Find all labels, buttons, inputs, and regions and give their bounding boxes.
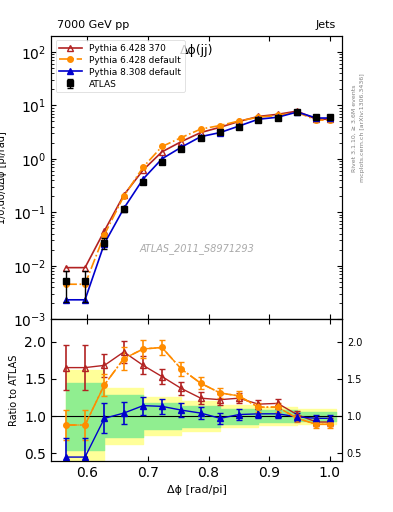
Pythia 6.428 370 xyxy=(275,111,280,117)
Pythia 6.428 370 xyxy=(314,116,319,122)
Pythia 8.308 default xyxy=(256,116,261,122)
Pythia 6.428 default xyxy=(198,126,203,132)
Pythia 6.428 default xyxy=(121,193,126,199)
Pythia 8.308 default xyxy=(237,123,241,129)
Pythia 6.428 370 xyxy=(295,108,299,114)
Line: Pythia 8.308 default: Pythia 8.308 default xyxy=(63,109,332,303)
Pythia 6.428 default xyxy=(64,281,69,287)
Pythia 6.428 default xyxy=(83,281,87,287)
Line: Pythia 6.428 370: Pythia 6.428 370 xyxy=(63,109,332,270)
Pythia 6.428 default xyxy=(141,164,145,170)
Pythia 6.428 default xyxy=(327,117,332,123)
Pythia 6.428 370 xyxy=(218,124,222,130)
Pythia 6.428 370 xyxy=(256,113,261,119)
Pythia 6.428 default xyxy=(102,231,107,238)
X-axis label: Δϕ [rad/pi]: Δϕ [rad/pi] xyxy=(167,485,226,495)
Pythia 8.308 default xyxy=(64,297,69,303)
Pythia 8.308 default xyxy=(198,134,203,140)
Pythia 6.428 370 xyxy=(141,167,145,173)
Text: Δϕ(jj): Δϕ(jj) xyxy=(180,45,213,57)
Text: Rivet 3.1.10, ≥ 3.6M events: Rivet 3.1.10, ≥ 3.6M events xyxy=(352,84,357,172)
Pythia 8.308 default xyxy=(83,297,87,303)
Line: Pythia 6.428 default: Pythia 6.428 default xyxy=(63,110,332,287)
Pythia 6.428 370 xyxy=(121,192,126,198)
Pythia 8.308 default xyxy=(102,241,107,247)
Pythia 6.428 default xyxy=(218,122,222,129)
Pythia 6.428 370 xyxy=(160,149,164,155)
Text: mcplots.cern.ch [arXiv:1306.3436]: mcplots.cern.ch [arXiv:1306.3436] xyxy=(360,74,365,182)
Pythia 6.428 default xyxy=(295,109,299,115)
Pythia 8.308 default xyxy=(121,205,126,211)
Text: ATLAS_2011_S8971293: ATLAS_2011_S8971293 xyxy=(139,243,254,254)
Pythia 6.428 default xyxy=(160,143,164,150)
Pythia 6.428 370 xyxy=(179,139,184,145)
Pythia 8.308 default xyxy=(327,115,332,121)
Pythia 6.428 370 xyxy=(198,130,203,136)
Pythia 8.308 default xyxy=(275,114,280,120)
Pythia 8.308 default xyxy=(295,109,299,115)
Pythia 8.308 default xyxy=(141,176,145,182)
Legend: Pythia 6.428 370, Pythia 6.428 default, Pythia 8.308 default, ATLAS: Pythia 6.428 370, Pythia 6.428 default, … xyxy=(55,40,185,92)
Y-axis label: 1/σ;dσ/dΔϕ [pi/rad]: 1/σ;dσ/dΔϕ [pi/rad] xyxy=(0,131,7,224)
Pythia 8.308 default xyxy=(218,130,222,136)
Pythia 6.428 370 xyxy=(327,116,332,122)
Pythia 8.308 default xyxy=(179,144,184,150)
Pythia 6.428 default xyxy=(179,135,184,141)
Pythia 6.428 default xyxy=(314,117,319,123)
Pythia 8.308 default xyxy=(160,156,164,162)
Y-axis label: Ratio to ATLAS: Ratio to ATLAS xyxy=(9,354,19,425)
Pythia 6.428 default xyxy=(237,118,241,124)
Pythia 6.428 default xyxy=(275,112,280,118)
Pythia 6.428 default xyxy=(256,114,261,120)
Pythia 8.308 default xyxy=(314,115,319,121)
Pythia 6.428 370 xyxy=(64,265,69,271)
Text: Jets: Jets xyxy=(316,20,336,30)
Text: 7000 GeV pp: 7000 GeV pp xyxy=(57,20,129,30)
Pythia 6.428 370 xyxy=(237,118,241,124)
Pythia 6.428 370 xyxy=(83,265,87,271)
Pythia 6.428 370 xyxy=(102,228,107,234)
